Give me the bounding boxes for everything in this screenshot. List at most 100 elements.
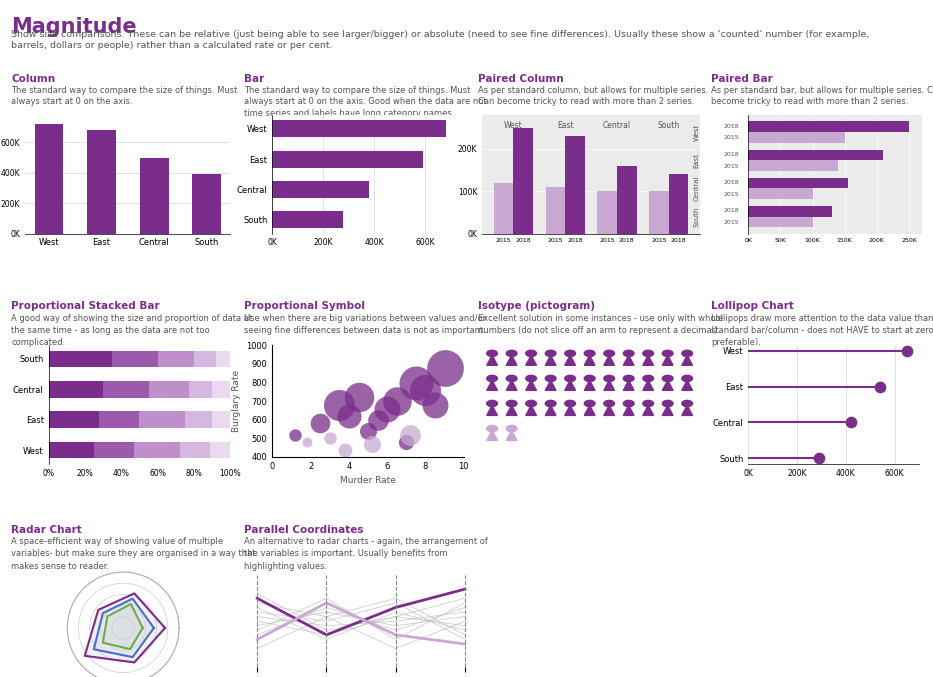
Point — [323, 433, 338, 444]
Circle shape — [526, 350, 536, 357]
Point — [360, 425, 375, 436]
Bar — [494, 183, 513, 234]
Bar — [546, 187, 565, 234]
Text: 2018: 2018 — [723, 124, 739, 129]
Text: An alternative to radar charts - again, the arrangement of: An alternative to radar charts - again, … — [244, 537, 488, 546]
Polygon shape — [487, 406, 497, 416]
Text: Lollipops draw more attention to the data value than: Lollipops draw more attention to the dat… — [711, 313, 933, 322]
Point — [872, 381, 887, 392]
Bar — [148, 381, 188, 397]
Circle shape — [564, 400, 576, 407]
Polygon shape — [682, 380, 692, 391]
Text: Magnitude: Magnitude — [11, 17, 137, 37]
Text: Lollipop Chart: Lollipop Chart — [711, 301, 794, 311]
Circle shape — [526, 375, 536, 382]
Text: 2018: 2018 — [723, 180, 739, 185]
Circle shape — [682, 400, 692, 407]
Polygon shape — [507, 431, 517, 441]
Point — [299, 437, 314, 447]
Point — [389, 395, 404, 406]
Bar — [748, 206, 832, 217]
Text: seeing fine differences between data is not as important.: seeing fine differences between data is … — [244, 326, 486, 335]
Polygon shape — [94, 598, 154, 657]
Circle shape — [564, 375, 576, 382]
Polygon shape — [662, 380, 673, 391]
Circle shape — [662, 375, 673, 382]
Text: A space-efficient way of showing value of multiple: A space-efficient way of showing value o… — [11, 537, 223, 546]
Text: preferable).: preferable). — [711, 338, 760, 347]
Text: Paired Bar: Paired Bar — [711, 74, 773, 85]
Text: 2015: 2015 — [723, 220, 739, 225]
Bar — [140, 158, 169, 234]
Bar — [192, 175, 221, 234]
Text: barrels, dollars or people) rather than a calculated rate or per cent.: barrels, dollars or people) rather than … — [11, 41, 333, 49]
Text: variables- but make sure they are organised in a way that: variables- but make sure they are organi… — [11, 549, 256, 559]
Text: complicated.: complicated. — [11, 338, 65, 347]
Bar — [748, 178, 848, 188]
Text: East: East — [557, 121, 574, 131]
Text: Radar Chart: Radar Chart — [11, 525, 82, 535]
Polygon shape — [623, 355, 634, 366]
Point — [399, 437, 414, 447]
Bar — [272, 151, 423, 167]
Bar — [211, 441, 230, 458]
Bar — [194, 351, 216, 368]
Bar — [100, 412, 140, 428]
Circle shape — [662, 400, 673, 407]
Polygon shape — [564, 380, 576, 391]
Bar — [185, 412, 213, 428]
Polygon shape — [564, 355, 576, 366]
Text: Proportional Symbol: Proportional Symbol — [244, 301, 366, 311]
Circle shape — [643, 400, 653, 407]
Bar — [112, 351, 158, 368]
Point — [351, 392, 366, 403]
Polygon shape — [584, 355, 595, 366]
Text: the variables is important. Usually benefits from: the variables is important. Usually bene… — [244, 549, 448, 559]
Polygon shape — [662, 355, 673, 366]
Bar — [617, 166, 636, 234]
Text: always start at 0 on the axis. Good when the data are not: always start at 0 on the axis. Good when… — [244, 97, 487, 106]
Point — [899, 345, 914, 356]
Polygon shape — [623, 406, 634, 416]
Point — [409, 377, 424, 388]
Circle shape — [487, 425, 497, 432]
X-axis label: Murder Rate: Murder Rate — [341, 477, 396, 485]
Text: 2015: 2015 — [723, 135, 739, 140]
Polygon shape — [507, 406, 517, 416]
Circle shape — [682, 350, 692, 357]
Text: time series and labels have long category names.: time series and labels have long categor… — [244, 108, 454, 118]
Bar — [94, 441, 134, 458]
Text: 2018: 2018 — [723, 209, 739, 213]
Bar — [669, 175, 689, 234]
Polygon shape — [584, 380, 595, 391]
Circle shape — [662, 350, 673, 357]
Point — [370, 414, 385, 425]
Bar — [748, 217, 813, 227]
Bar — [49, 381, 103, 397]
Polygon shape — [507, 355, 517, 366]
Polygon shape — [643, 406, 653, 416]
Text: The standard way to compare the size of things. Must: The standard way to compare the size of … — [244, 86, 471, 95]
Text: As per standard column, but allows for multiple series.: As per standard column, but allows for m… — [478, 86, 708, 95]
Polygon shape — [545, 380, 556, 391]
Circle shape — [507, 425, 517, 432]
Circle shape — [507, 350, 517, 357]
Polygon shape — [643, 380, 653, 391]
Bar — [212, 381, 230, 397]
Bar — [748, 160, 838, 171]
Point — [380, 403, 395, 414]
Circle shape — [623, 350, 634, 357]
Bar — [748, 132, 844, 143]
Polygon shape — [604, 355, 615, 366]
Bar — [649, 192, 669, 234]
Point — [843, 417, 858, 428]
Bar — [87, 130, 116, 234]
Text: highlighting values.: highlighting values. — [244, 562, 327, 571]
Polygon shape — [584, 406, 595, 416]
Polygon shape — [545, 406, 556, 416]
Bar — [212, 412, 230, 428]
Circle shape — [623, 375, 634, 382]
Bar — [748, 150, 884, 160]
Text: West: West — [694, 123, 700, 141]
Polygon shape — [643, 355, 653, 366]
